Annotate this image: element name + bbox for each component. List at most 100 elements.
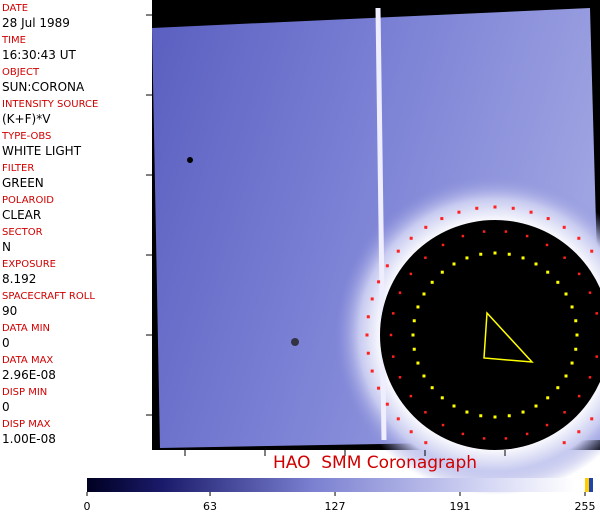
spot [291,338,299,346]
marker-dot [504,230,508,233]
marker-dot [396,417,400,421]
field-label: POLAROID [2,195,55,206]
marker-dot [452,262,456,266]
marker-dot [562,441,566,445]
marker-dot [570,361,574,365]
marker-dot [475,206,479,210]
colorbar-end [589,478,593,492]
marker-dot [577,394,581,398]
marker-dot [416,361,420,365]
field-value: 28 Jul 1989 [2,16,70,30]
colorbar-tick-label: 191 [450,500,471,512]
marker-dot [563,411,566,414]
marker-dot [563,256,566,259]
marker-dot [440,217,444,221]
marker-dot [595,312,598,315]
marker-dot [377,386,381,390]
marker-dot [392,355,395,358]
colorbar-tick-label: 0 [84,500,91,512]
marker-dot [385,402,389,406]
field-label: OBJECT [2,67,40,78]
marker-dot [398,291,402,294]
field-label: DATA MAX [2,355,54,366]
field-label: EXPOSURE [2,259,57,270]
marker-dot [424,411,427,414]
marker-dot [441,423,445,427]
marker-dot [588,291,592,294]
marker-dot [411,333,415,337]
marker-dot [546,270,550,274]
marker-dot [525,234,529,238]
marker-dot [564,374,568,378]
field-value: 16:30:43 UT [2,48,76,62]
marker-dot [521,410,525,414]
marker-dot [422,292,426,296]
field-label: DATE [2,3,29,14]
marker-dot [546,396,550,400]
marker-dot [534,262,538,266]
colorbar-end [585,478,589,492]
field-value: 2.96E-08 [2,368,56,382]
marker-dot [577,236,581,240]
marker-dot [398,376,402,379]
marker-dot [534,404,538,408]
caption: HAO SMM Coronagraph [273,453,477,473]
marker-dot [546,217,550,221]
marker-dot [385,264,389,268]
marker-dot [465,256,469,260]
marker-dot [493,205,497,209]
marker-dot [545,243,549,247]
field-label: DISP MIN [2,387,48,398]
marker-dot [482,230,486,233]
marker-dot [574,347,578,351]
marker-dot [482,437,486,440]
field-label: INTENSITY SOURCE [2,99,99,110]
marker-dot [521,256,525,260]
marker-dot [430,280,434,284]
marker-dot [577,430,581,434]
field-label: SPACECRAFT ROLL [2,291,95,302]
marker-dot [440,270,444,274]
marker-dot [493,251,497,255]
marker-dot [377,280,381,284]
marker-dot [412,347,416,351]
marker-dot [416,305,420,309]
marker-dot [507,252,511,256]
marker-dot [366,315,370,319]
marker-dot [575,333,579,337]
marker-dot [452,404,456,408]
marker-dot [370,369,374,373]
field-label: FILTER [2,163,35,174]
marker-dot [409,272,413,276]
marker-dot [440,396,444,400]
marker-dot [465,410,469,414]
field-value: GREEN [2,176,44,190]
field-label: DISP MAX [2,419,51,430]
marker-dot [392,312,395,315]
colorbar-tick-label: 255 [575,500,596,512]
field-value: CLEAR [2,208,42,222]
info-panel: DATE 28 Jul 1989 TIME 16:30:43 UT OBJECT SUN:… [0,0,152,450]
marker-dot [564,292,568,296]
marker-dot [461,234,465,238]
field-value: SUN:CORONA [2,80,85,94]
marker-dot [529,210,533,214]
field-value: 1.00E-08 [2,432,56,446]
marker-dot [461,432,465,436]
field-value: 8.192 [2,272,37,286]
marker-dot [507,414,511,418]
field-label: TIME [2,35,27,46]
field-value: 0 [2,400,10,414]
marker-dot [409,430,413,434]
marker-dot [412,319,416,323]
marker-dot [430,386,434,390]
marker-dot [556,280,560,284]
marker-dot [556,386,560,390]
field-label: SECTOR [2,227,43,238]
field-value: WHITE LIGHT [2,144,82,158]
field-value: 90 [2,304,18,318]
marker-dot [365,333,369,337]
marker-dot [422,374,426,378]
